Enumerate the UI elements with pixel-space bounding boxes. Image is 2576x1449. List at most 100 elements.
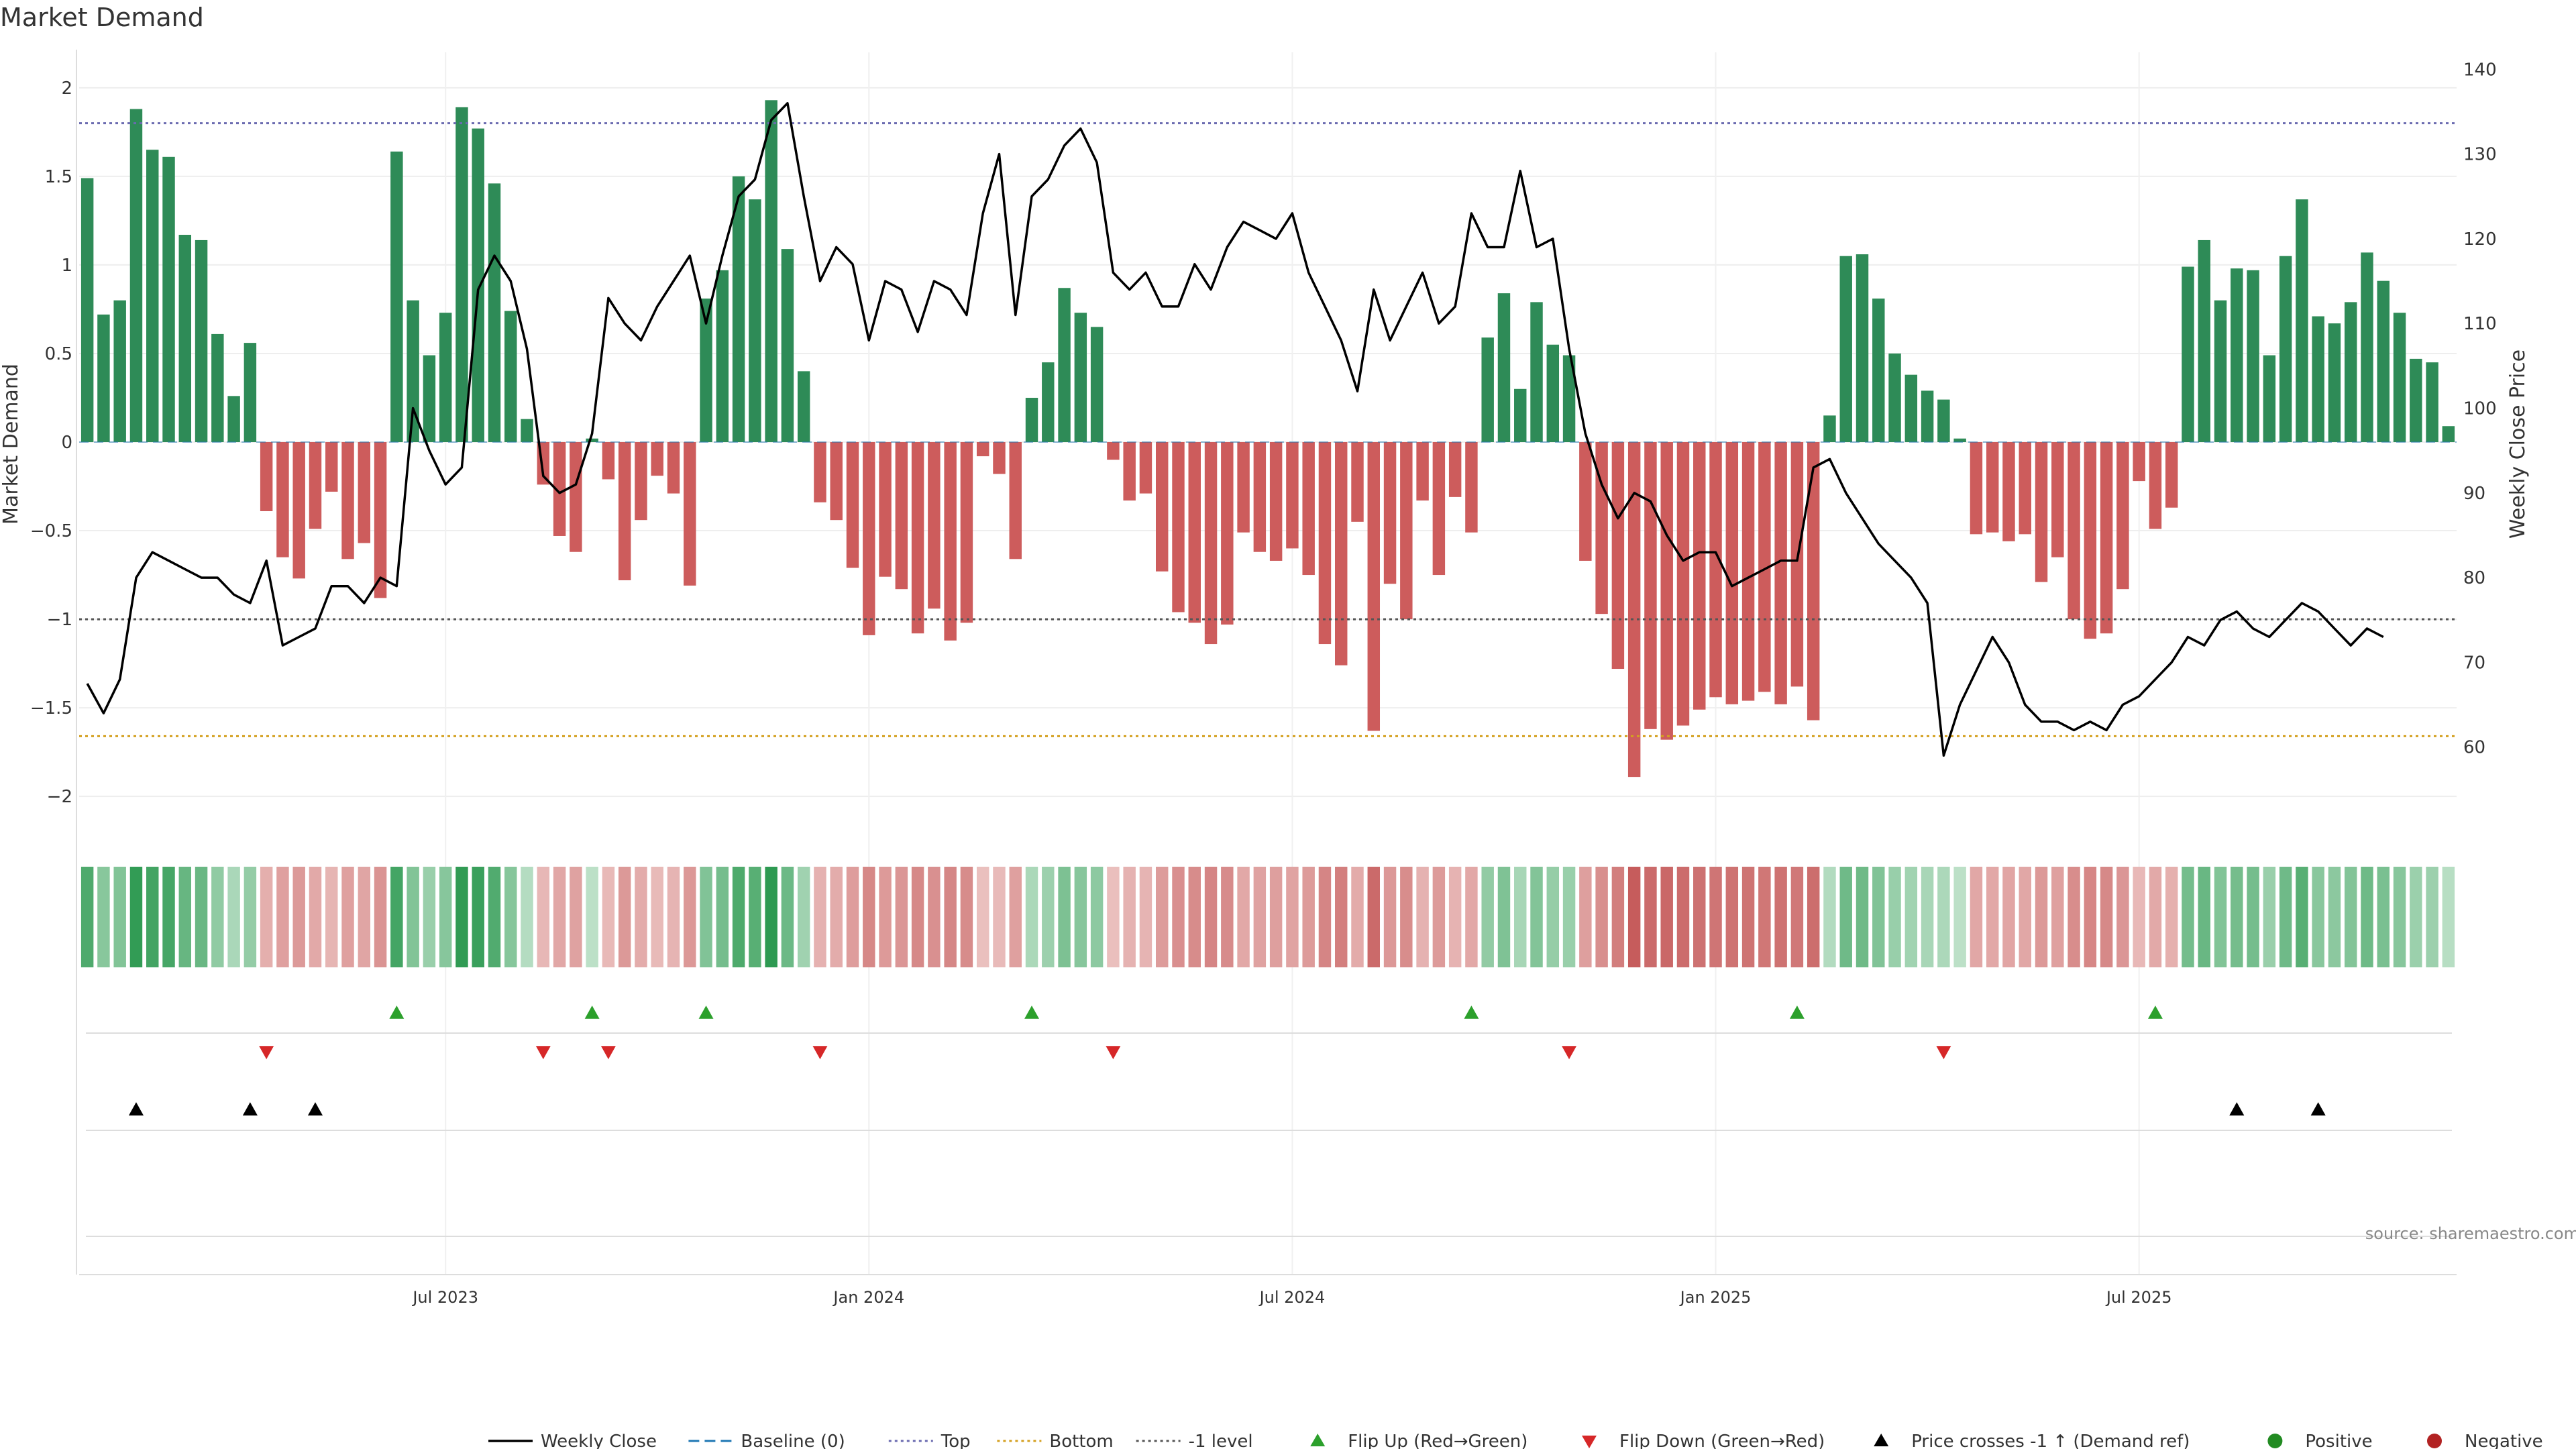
- demand-bar: [1481, 337, 1494, 442]
- demand-bar: [1937, 399, 1950, 442]
- heat-strip-cell: [1204, 867, 1218, 967]
- heat-strip-cell: [1269, 867, 1283, 967]
- demand-bar: [1579, 442, 1592, 561]
- demand-bar: [1074, 313, 1087, 442]
- heat-strip-cell: [1823, 867, 1836, 967]
- heat-strip-cell: [537, 867, 550, 967]
- x-tick-label: Jan 2025: [1679, 1288, 1752, 1307]
- demand-bar: [635, 442, 647, 521]
- flip-down-marker: [535, 1046, 551, 1059]
- heat-strip-cell: [146, 867, 159, 967]
- heat-strip-cell: [227, 867, 240, 967]
- demand-bar: [211, 333, 224, 442]
- x-tick-label: Jan 2024: [832, 1288, 904, 1307]
- demand-bar: [1155, 442, 1169, 572]
- flip-up-marker: [584, 1006, 600, 1019]
- heat-strip-cell: [1937, 867, 1950, 967]
- heat-strip-cell: [113, 867, 126, 967]
- heat-strip-cell: [830, 867, 843, 967]
- y2-tick-label: 80: [2463, 568, 2485, 588]
- heat-strip-cell: [1481, 867, 1494, 967]
- demand-bar: [732, 176, 745, 442]
- heat-strip-cell: [570, 867, 582, 967]
- demand-bar: [1448, 442, 1462, 497]
- heat-strip-cell: [1709, 867, 1722, 967]
- weekly-close-line: [86, 102, 2384, 757]
- demand-bar: [1302, 442, 1315, 576]
- heat-strip-cell: [1400, 867, 1413, 967]
- legend-item-top: Top: [888, 1432, 971, 1449]
- demand-bar: [1774, 442, 1787, 704]
- heat-strip-cell: [341, 867, 354, 967]
- demand-bar: [1058, 288, 1071, 442]
- heat-strip-cell: [2149, 867, 2162, 967]
- legend-item-weekly-close: Weekly Close: [488, 1432, 657, 1449]
- demand-bar: [2116, 442, 2129, 590]
- demand-bar: [993, 442, 1006, 474]
- heat-strip-cell: [1432, 867, 1446, 967]
- heat-strip-cell: [814, 867, 826, 967]
- heat-strip-cell: [2344, 867, 2357, 967]
- heat-strip-layer: [80, 867, 2455, 967]
- heat-strip-cell: [2442, 867, 2455, 967]
- heat-strip-cell: [1904, 867, 1918, 967]
- demand-bar: [2442, 426, 2455, 442]
- heat-strip-cell: [178, 867, 192, 967]
- demand-bar: [1790, 442, 1804, 687]
- demand-bar: [1351, 442, 1364, 522]
- heat-strip-cell: [1465, 867, 1478, 967]
- demand-bar: [1986, 442, 1999, 533]
- heat-strip-cell: [1562, 867, 1576, 967]
- heat-strip-cell: [1790, 867, 1804, 967]
- x-tick-label: Jul 2025: [2105, 1288, 2172, 1307]
- demand-bar: [1676, 442, 1690, 726]
- heat-strip-cell: [1237, 867, 1250, 967]
- y-tick-label: 1.5: [45, 167, 72, 187]
- heat-strip-cell: [618, 867, 631, 967]
- demand-bar: [146, 150, 159, 442]
- heat-strip-cell: [455, 867, 468, 967]
- legend-label: Flip Down (Green→Red): [1619, 1432, 1825, 1449]
- heat-strip-cell: [244, 867, 257, 967]
- heat-strip-cell: [1123, 867, 1136, 967]
- demand-bar: [879, 442, 892, 577]
- demand-bar: [1090, 327, 1104, 442]
- price-cross-marker: [2310, 1102, 2326, 1116]
- demand-bar: [2100, 442, 2113, 634]
- demand-bar: [749, 199, 761, 442]
- heat-strip-cell: [2361, 867, 2373, 967]
- demand-bar: [1123, 442, 1136, 501]
- heat-strip-cell: [553, 867, 566, 967]
- legend-item-negative: Negative: [2427, 1432, 2543, 1449]
- x-tick-label: Jul 2024: [1258, 1288, 1326, 1307]
- heat-strip-cell: [732, 867, 745, 967]
- demand-bar: [2165, 442, 2178, 508]
- legend-symbol: [1582, 1436, 1597, 1448]
- heat-strip-cell: [1335, 867, 1348, 967]
- demand-bar: [178, 235, 192, 442]
- heat-strip-cell: [2312, 867, 2324, 967]
- heat-strip-cell: [1774, 867, 1787, 967]
- heat-strip-cell: [129, 867, 143, 967]
- demand-bar: [1970, 442, 1983, 535]
- legend-label: Top: [941, 1432, 971, 1449]
- demand-bar: [1839, 256, 1852, 442]
- heat-strip-cell: [1741, 867, 1755, 967]
- demand-bar: [129, 109, 143, 442]
- demand-bar: [1627, 442, 1641, 777]
- heat-strip-cell: [1416, 867, 1429, 967]
- legend-symbol: [1310, 1434, 1326, 1446]
- demand-bar: [1514, 388, 1527, 442]
- heat-strip-cell: [1970, 867, 1983, 967]
- heat-strip-cell: [521, 867, 533, 967]
- heat-strip-cell: [309, 867, 322, 967]
- y-axis-label: Market Demand: [0, 364, 23, 525]
- demand-bar: [2361, 252, 2373, 442]
- demand-bar: [2410, 358, 2422, 442]
- heat-strip-cell: [2263, 867, 2276, 967]
- demand-bar: [846, 442, 859, 568]
- flip-up-marker: [2147, 1006, 2163, 1019]
- demand-bar: [455, 107, 468, 443]
- heat-strip-cell: [1367, 867, 1381, 967]
- demand-bar: [1107, 442, 1120, 460]
